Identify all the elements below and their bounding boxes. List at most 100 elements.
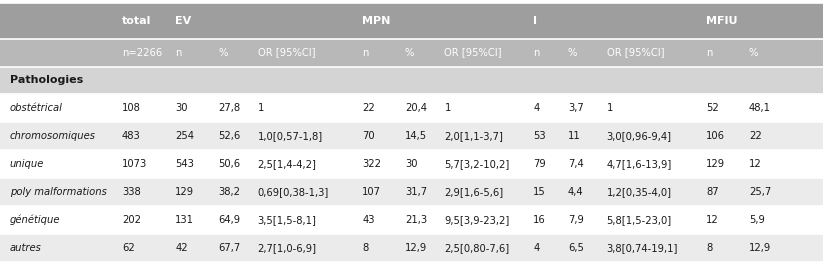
Text: 1,0[0,57-1,8]: 1,0[0,57-1,8] <box>258 131 323 141</box>
Text: poly malformations: poly malformations <box>10 187 107 197</box>
Text: 1,2[0,35-4,0]: 1,2[0,35-4,0] <box>607 187 672 197</box>
Text: 21,3: 21,3 <box>405 215 427 225</box>
Text: 12,9: 12,9 <box>405 243 427 253</box>
Text: 2,5[0,80-7,6]: 2,5[0,80-7,6] <box>444 243 509 253</box>
Text: 2,5[1,4-4,2]: 2,5[1,4-4,2] <box>258 159 317 169</box>
Text: 67,7: 67,7 <box>218 243 240 253</box>
Text: 20,4: 20,4 <box>405 103 427 113</box>
Text: 338: 338 <box>122 187 141 197</box>
Text: %: % <box>749 48 758 57</box>
Text: 108: 108 <box>122 103 141 113</box>
Text: 12: 12 <box>749 159 761 169</box>
Text: autres: autres <box>10 243 42 253</box>
Text: 7,9: 7,9 <box>568 215 584 225</box>
Text: Pathologies: Pathologies <box>10 76 83 85</box>
Text: 70: 70 <box>362 131 374 141</box>
Text: 8: 8 <box>706 243 713 253</box>
Text: 22: 22 <box>749 131 761 141</box>
Text: 3,0[0,96-9,4]: 3,0[0,96-9,4] <box>607 131 672 141</box>
Text: 2,0[1,1-3,7]: 2,0[1,1-3,7] <box>444 131 504 141</box>
Text: 53: 53 <box>533 131 546 141</box>
Text: n=2266: n=2266 <box>122 48 162 57</box>
Bar <box>0 3 823 39</box>
Text: 2,7[1,0-6,9]: 2,7[1,0-6,9] <box>258 243 317 253</box>
Text: obstétrical: obstétrical <box>10 103 63 113</box>
Text: I: I <box>533 16 537 26</box>
Text: OR [95%CI]: OR [95%CI] <box>444 48 502 57</box>
Text: OR [95%CI]: OR [95%CI] <box>258 48 315 57</box>
Text: 322: 322 <box>362 159 381 169</box>
Text: n: n <box>706 48 713 57</box>
Text: MPN: MPN <box>362 16 390 26</box>
Bar <box>0 178 823 206</box>
Text: 1: 1 <box>258 103 264 113</box>
Text: 8: 8 <box>362 243 369 253</box>
Text: 9,5[3,9-23,2]: 9,5[3,9-23,2] <box>444 215 509 225</box>
Text: 87: 87 <box>706 187 718 197</box>
Text: 22: 22 <box>362 103 374 113</box>
Bar <box>0 94 823 122</box>
Text: 52,6: 52,6 <box>218 131 240 141</box>
Text: 14,5: 14,5 <box>405 131 427 141</box>
Bar <box>0 122 823 150</box>
Text: 129: 129 <box>175 187 194 197</box>
Text: EV: EV <box>175 16 192 26</box>
Text: 31,7: 31,7 <box>405 187 427 197</box>
Text: 129: 129 <box>706 159 725 169</box>
Text: 5,9: 5,9 <box>749 215 765 225</box>
Text: OR [95%CI]: OR [95%CI] <box>607 48 664 57</box>
Text: 1073: 1073 <box>122 159 147 169</box>
Text: 483: 483 <box>122 131 141 141</box>
Text: 25,7: 25,7 <box>749 187 771 197</box>
Text: 6,5: 6,5 <box>568 243 584 253</box>
Text: chromosomiques: chromosomiques <box>10 131 95 141</box>
Text: 16: 16 <box>533 215 546 225</box>
Text: %: % <box>405 48 414 57</box>
Text: %: % <box>568 48 577 57</box>
Text: 12: 12 <box>706 215 718 225</box>
Text: unique: unique <box>10 159 44 169</box>
Text: 30: 30 <box>405 159 417 169</box>
Text: 5,7[3,2-10,2]: 5,7[3,2-10,2] <box>444 159 509 169</box>
Text: total: total <box>122 16 151 26</box>
Text: 202: 202 <box>122 215 141 225</box>
Text: 42: 42 <box>175 243 188 253</box>
Text: 79: 79 <box>533 159 546 169</box>
Text: n: n <box>533 48 540 57</box>
Text: 52: 52 <box>706 103 718 113</box>
Text: 0,69[0,38-1,3]: 0,69[0,38-1,3] <box>258 187 329 197</box>
Text: 106: 106 <box>706 131 725 141</box>
Text: 2,9[1,6-5,6]: 2,9[1,6-5,6] <box>444 187 504 197</box>
Text: 107: 107 <box>362 187 381 197</box>
Text: 38,2: 38,2 <box>218 187 240 197</box>
Text: n: n <box>362 48 369 57</box>
Text: n: n <box>175 48 182 57</box>
Text: 30: 30 <box>175 103 188 113</box>
Text: 7,4: 7,4 <box>568 159 584 169</box>
Text: 5,8[1,5-23,0]: 5,8[1,5-23,0] <box>607 215 672 225</box>
Text: 254: 254 <box>175 131 194 141</box>
Text: 11: 11 <box>568 131 580 141</box>
Text: 3,7: 3,7 <box>568 103 584 113</box>
Bar <box>0 234 823 262</box>
Bar <box>0 206 823 234</box>
Text: MFIU: MFIU <box>706 16 737 26</box>
Text: 4: 4 <box>533 103 540 113</box>
Bar <box>0 39 823 66</box>
Text: 43: 43 <box>362 215 374 225</box>
Text: 4,4: 4,4 <box>568 187 584 197</box>
Text: 3,5[1,5-8,1]: 3,5[1,5-8,1] <box>258 215 317 225</box>
Bar <box>0 66 823 94</box>
Text: 4,7[1,6-13,9]: 4,7[1,6-13,9] <box>607 159 672 169</box>
Text: 48,1: 48,1 <box>749 103 771 113</box>
Bar <box>0 150 823 178</box>
Text: 1: 1 <box>444 103 451 113</box>
Text: 4: 4 <box>533 243 540 253</box>
Text: 64,9: 64,9 <box>218 215 240 225</box>
Text: %: % <box>218 48 227 57</box>
Text: 15: 15 <box>533 187 546 197</box>
Text: 1: 1 <box>607 103 613 113</box>
Text: 12,9: 12,9 <box>749 243 771 253</box>
Text: 62: 62 <box>122 243 134 253</box>
Text: 543: 543 <box>175 159 194 169</box>
